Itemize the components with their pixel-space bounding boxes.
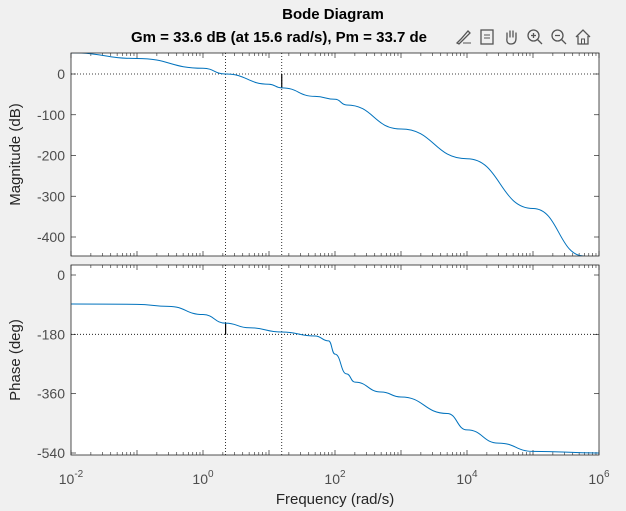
pan-icon xyxy=(506,30,517,45)
axes-toolbar xyxy=(452,26,594,50)
y-tick-label: -540 xyxy=(37,445,65,461)
y-tick-label: -300 xyxy=(37,188,65,204)
y-tick-label: -400 xyxy=(37,229,65,245)
pan-button[interactable] xyxy=(500,26,522,48)
zoom-in-button[interactable] xyxy=(524,26,546,48)
y-tick-label: -360 xyxy=(37,386,65,402)
chart-subtitle: Gm = 33.6 dB (at 15.6 rad/s), Pm = 33.7 … xyxy=(131,29,427,46)
y-tick-label: -100 xyxy=(37,107,65,123)
zoom-out-icon xyxy=(551,29,567,45)
series-line-phase xyxy=(71,303,599,454)
brush-icon xyxy=(455,30,471,45)
zoom-out-button[interactable] xyxy=(548,26,570,48)
x-tick-label: 106 xyxy=(588,469,610,487)
x-tick-label: 100 xyxy=(192,469,214,487)
x-tick-label: 10-2 xyxy=(59,469,84,487)
brush-button[interactable] xyxy=(452,26,474,48)
y-tick-label: 0 xyxy=(57,66,65,82)
y-tick-label: -200 xyxy=(37,148,65,164)
home-icon xyxy=(575,29,591,45)
data-tips-button[interactable] xyxy=(476,26,498,48)
home-button[interactable] xyxy=(572,26,594,48)
x-tick-label: 104 xyxy=(456,469,478,487)
x-tick-label: 102 xyxy=(324,469,346,487)
zoom-in-icon xyxy=(527,29,543,45)
magnitude-axes[interactable]: 0 -100 -200 -300 -400 Magnitude (dB) xyxy=(7,52,600,257)
data-tips-icon xyxy=(480,29,494,45)
series-line-magnitude xyxy=(71,53,585,256)
y-axis-label: Magnitude (dB) xyxy=(7,103,24,206)
y-tick-label: 0 xyxy=(57,267,65,283)
chart-title: Bode Diagram xyxy=(282,6,384,23)
x-axis-label: Frequency (rad/s) xyxy=(276,491,394,508)
phase-axes[interactable]: 0 -180 -360 -540 Phase (deg) xyxy=(7,264,600,461)
y-tick-label: -180 xyxy=(37,326,65,342)
y-axis-label: Phase (deg) xyxy=(7,319,24,401)
